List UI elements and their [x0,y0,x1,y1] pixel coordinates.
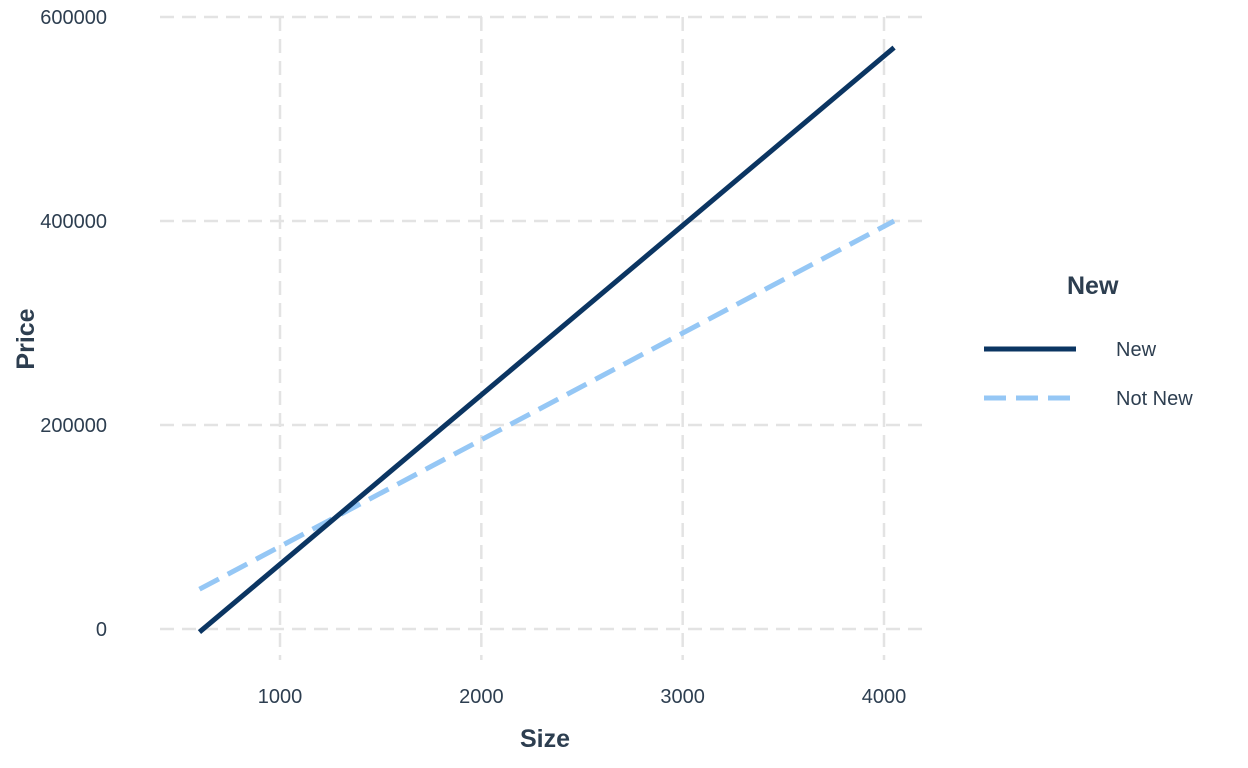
y-tick-labels: 0 200000 400000 600000 [40,7,107,641]
x-gridlines [278,17,886,660]
x-tick-label: 3000 [660,686,705,708]
series-lines [197,45,896,634]
x-tick-labels: 1000 2000 3000 4000 [258,686,907,708]
legend-items: New Not New [984,339,1193,410]
x-tick-label: 1000 [258,686,303,708]
x-tick-label: 2000 [459,686,504,708]
y-tick-label: 0 [96,619,107,641]
series-line-new [197,45,896,634]
series-line-not-new [198,218,896,592]
y-axis-title: Price [12,308,40,369]
y-tick-label: 200000 [40,415,107,437]
legend-title: New [1067,272,1119,300]
y-gridlines [160,15,922,631]
legend-label: Not New [1116,388,1193,410]
y-tick-label: 600000 [40,7,107,29]
legend-label: New [1116,339,1157,361]
legend: New New Not New [984,272,1193,410]
y-tick-label: 400000 [40,211,107,233]
x-axis-title: Size [520,725,570,753]
x-tick-label: 4000 [862,686,907,708]
